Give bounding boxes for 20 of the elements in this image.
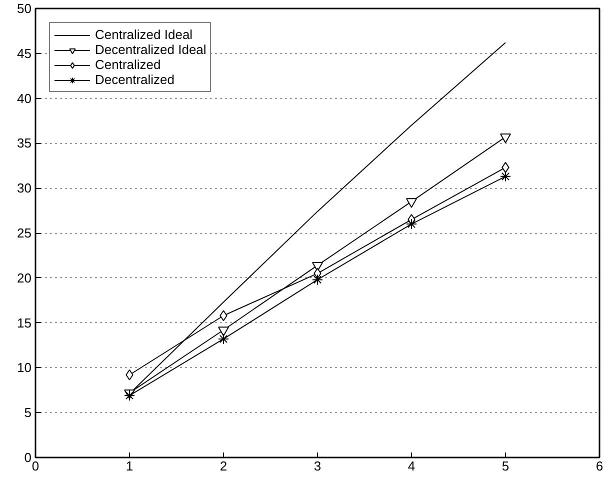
legend-label: Decentralized Ideal	[95, 42, 206, 57]
legend-label: Centralized	[95, 57, 161, 72]
y-tick-label: 50	[17, 1, 32, 16]
y-tick-label: 35	[17, 136, 32, 151]
y-tick-label: 25	[17, 226, 32, 240]
y-tick-label: 40	[17, 90, 32, 106]
y-tick-label: 15	[17, 315, 32, 330]
x-tick-label: 2	[220, 458, 228, 474]
x-tick-label: 3	[314, 458, 322, 474]
y-tick-label: 10	[17, 360, 32, 376]
x-tick-label: 5	[502, 458, 510, 474]
x-tick-label: 4	[408, 458, 416, 474]
y-tick-label: 45	[17, 46, 32, 61]
y-tick-label: 5	[24, 405, 32, 420]
x-tick-label: 6	[596, 458, 604, 474]
legend-label: Decentralized	[95, 72, 174, 87]
y-tick-label: 20	[17, 270, 32, 286]
legend-label: Centralized Ideal	[95, 27, 193, 42]
x-tick-label: 1	[126, 458, 134, 474]
y-tick-label: 30	[17, 180, 32, 196]
